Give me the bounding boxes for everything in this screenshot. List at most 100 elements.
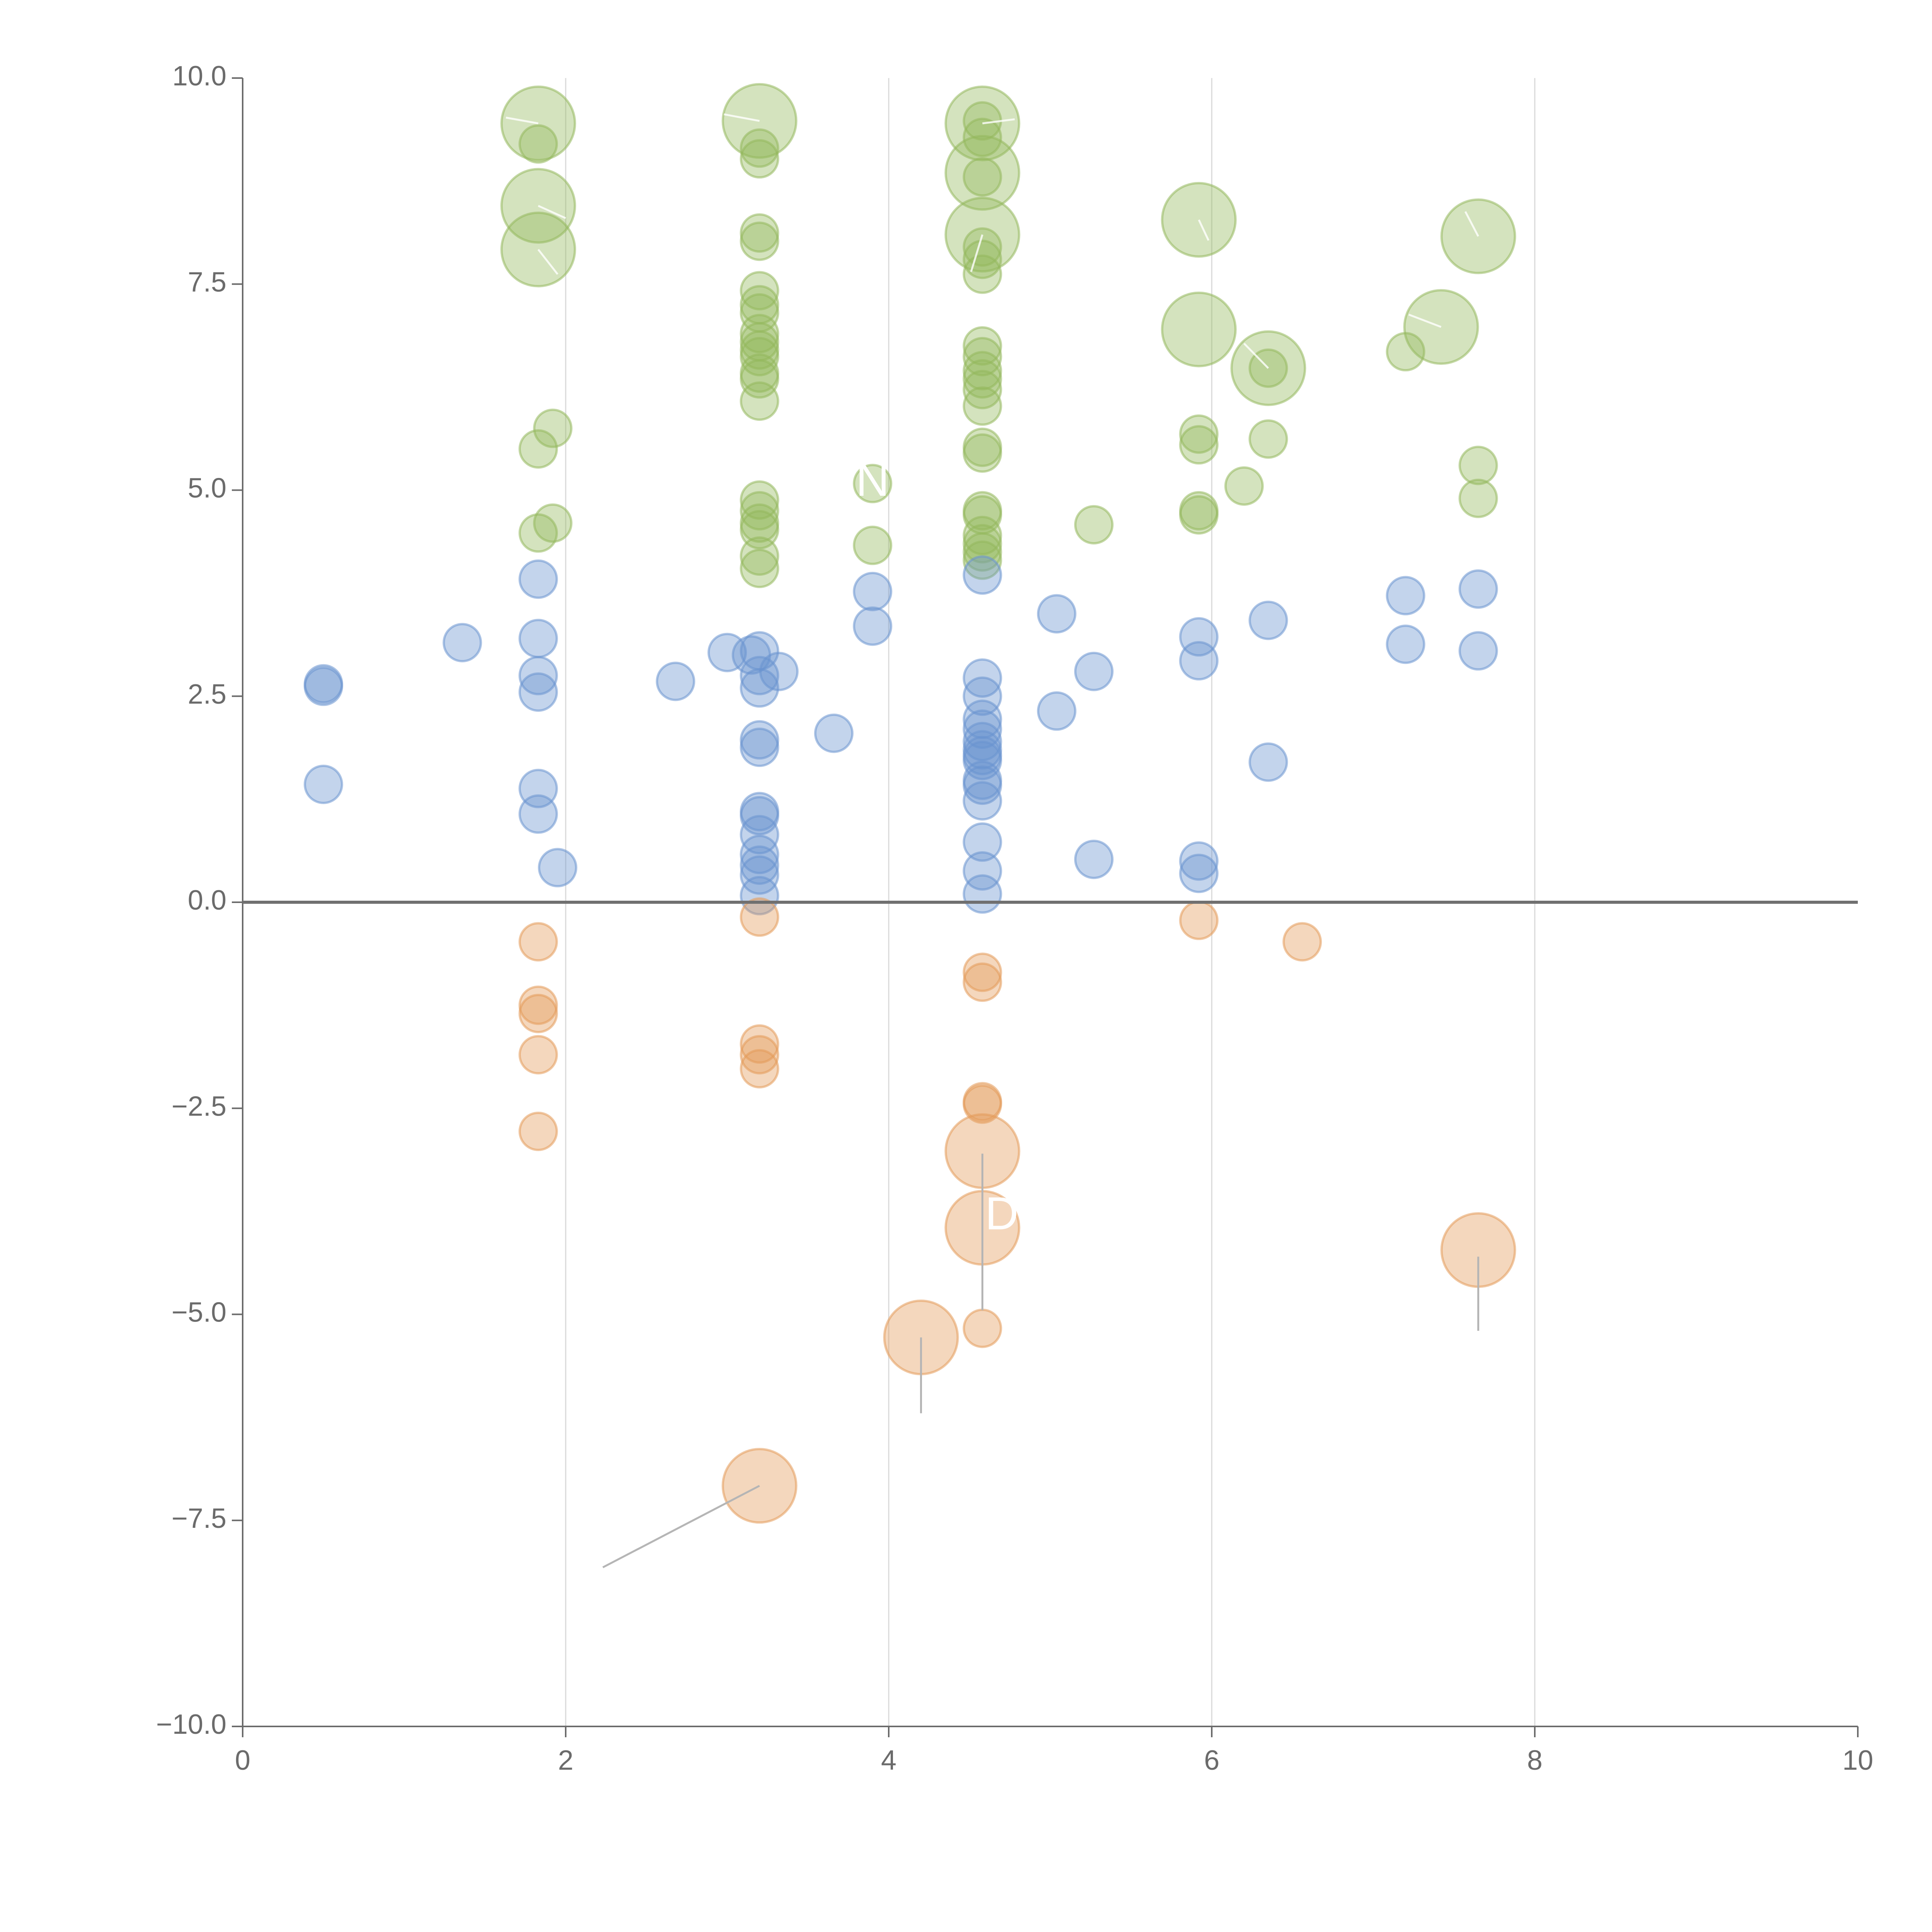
annotation-labels: ND: [856, 454, 1019, 1239]
bubble-series-1-point-1: [304, 667, 343, 706]
bubble-series-0-point-47: [963, 433, 1002, 473]
bubble-series-1-point-57: [1458, 569, 1498, 609]
leader-line-0: [602, 1485, 760, 1568]
bubble-series-1-point-2: [304, 764, 343, 804]
bubble-series-1-point-53: [1248, 600, 1288, 640]
bubble-series-0-point-52: [963, 532, 1002, 572]
bubble-series-0-point-21: [740, 359, 779, 399]
bubble-series-0-point-51: [963, 524, 1002, 564]
bubble-series-2-point-9: [721, 1448, 798, 1524]
bubble-series-2-point-5: [740, 897, 779, 937]
y-tick-label-8: −10.0: [156, 1709, 226, 1740]
bubble-series-2-point-0: [518, 922, 558, 962]
bubble-series-2-point-7: [740, 1035, 779, 1075]
bubble-series-0-point-41: [963, 337, 1002, 376]
bubble-series-2-point-4: [518, 1111, 558, 1151]
bubble-series-0-point-9: [740, 128, 779, 168]
bubble-series-1-point-48: [1074, 840, 1114, 879]
bubble-series-0-point-63: [1248, 419, 1288, 459]
y-tick-label-7: −7.5: [172, 1503, 226, 1534]
bubble-series-1-point-45: [1037, 594, 1077, 634]
bubble-mark-8: [1408, 313, 1442, 328]
bubble-series-0-point-45: [963, 386, 1002, 426]
bubble-series-1-point-47: [1074, 651, 1114, 691]
bubble-series-0-point-1: [518, 124, 558, 164]
bubble-series-1-point-46: [1037, 691, 1077, 731]
bubble-series-0-point-10: [740, 139, 779, 179]
bubble-series-1-point-7: [518, 672, 558, 712]
x-tick-label-1: 2: [558, 1745, 573, 1776]
bubble-mark-3: [724, 113, 760, 122]
y-tick-label-5: −2.5: [172, 1091, 226, 1122]
bubble-series-0-point-68: [1458, 446, 1498, 485]
bubble-series-2-point-18: [1179, 900, 1219, 940]
bubble-series-1-point-42: [963, 822, 1002, 862]
bubble-mark-1: [537, 205, 566, 219]
bubble-series-0-point-12: [740, 221, 779, 261]
bubble-series-0-point-53: [963, 540, 1002, 580]
bubble-mark-4: [982, 118, 1015, 124]
bubble-series-1-point-51: [1179, 841, 1219, 881]
bubble-series-1-point-29: [853, 606, 893, 646]
bubble-series-0-point-23: [740, 480, 779, 520]
bubble-series-2-point-12: [963, 962, 1002, 1002]
bubble-series-0-point-43: [963, 359, 1002, 399]
bubble-series-1-point-26: [740, 876, 779, 915]
bubble-series-2-point-17: [963, 1308, 1002, 1348]
bubble-series-2-point-14: [963, 1084, 1002, 1124]
bubble-series-1-point-3: [442, 623, 482, 663]
bubble-series-1-point-15: [740, 656, 779, 696]
bubble-series-1-point-49: [1179, 617, 1219, 657]
bubble-series-1-point-54: [1248, 742, 1288, 782]
bubble-series-0-point-30: [853, 526, 893, 565]
bubble-series-0-point-37: [963, 227, 1002, 267]
bubble-series-1-point-17: [740, 668, 779, 708]
bubble-series-1-point-10: [538, 848, 578, 888]
bubble-mark-9: [1464, 211, 1479, 237]
bubble-series-0-point-66: [1386, 332, 1425, 372]
bubble-series-2-point-2: [518, 993, 558, 1033]
annotation-label-1: D: [985, 1188, 1019, 1240]
bubble-series-1-point-43: [963, 851, 1002, 891]
bubble-series-1-point-58: [1458, 631, 1498, 671]
y-tick-label-6: −5.0: [172, 1297, 226, 1328]
bubble-layer: [304, 83, 1516, 1524]
bubble-series-1-point-6: [518, 656, 558, 696]
bubble-series-0-point-54: [1074, 505, 1114, 545]
bubble-series-0-point-22: [740, 381, 779, 421]
bubble-series-0-point-28: [740, 549, 779, 588]
bubble-series-1-point-41: [963, 781, 1002, 821]
bubble-series-1-point-25: [740, 855, 779, 895]
bubble-series-1-point-24: [740, 845, 779, 885]
bubble-series-0-point-34: [944, 135, 1020, 211]
bubble-series-1-point-27: [814, 713, 854, 753]
bubble-series-0-point-29: [853, 464, 893, 503]
bubble-series-1-point-55: [1386, 576, 1425, 616]
bubble-series-1-point-4: [518, 559, 558, 599]
bubble-series-1-point-56: [1386, 624, 1425, 664]
x-tick-label-5: 10: [1842, 1745, 1873, 1776]
bubble-mark-6: [1198, 219, 1209, 241]
bubble-series-0-point-39: [963, 254, 1002, 294]
bubble-mark-0: [505, 116, 539, 124]
bubble-series-1-point-19: [740, 727, 779, 767]
bubble-series-0-point-38: [963, 240, 1002, 279]
bubble-series-1-point-9: [518, 794, 558, 834]
bubble-series-1-point-44: [963, 874, 1002, 914]
bubble-series-1-point-30: [963, 555, 1002, 595]
y-tick-label-3: 2.5: [188, 679, 226, 710]
y-tick-label-2: 5.0: [188, 473, 226, 504]
bubble-series-0-point-27: [740, 536, 779, 576]
annotation-label-0: N: [856, 454, 889, 506]
bubble-series-1-point-22: [740, 815, 779, 855]
bubble-series-0-point-11: [740, 213, 779, 253]
bubble-series-0-point-60: [1179, 495, 1219, 535]
axes: 10.0 7.5 5.0 2.5 0.0 −2.5 −5.0 −7.5 −10.0 0 2 4 6 8 10: [156, 61, 1873, 1776]
bubble-series-1-point-5: [518, 619, 558, 658]
y-tick-label-0: 10.0: [172, 61, 226, 92]
x-tick-label-0: 0: [235, 1745, 250, 1776]
bubble-mark-7: [1243, 343, 1269, 369]
bubble-series-0-point-7: [518, 513, 558, 553]
y-tick-label-4: 0.0: [188, 885, 226, 916]
bubble-series-2-point-11: [963, 952, 1002, 992]
